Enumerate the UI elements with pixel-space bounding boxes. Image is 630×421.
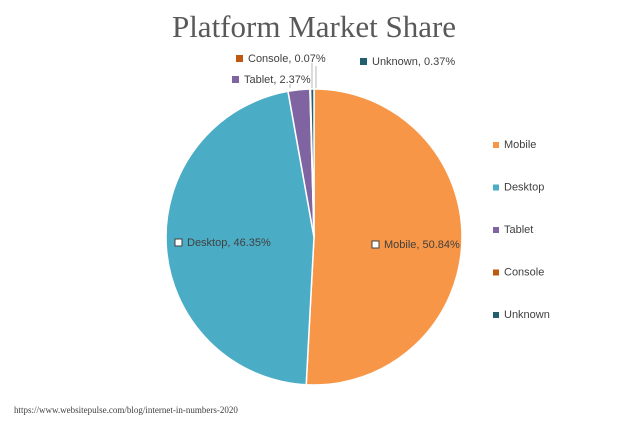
legend-marker xyxy=(493,227,499,233)
legend-label: Unknown xyxy=(504,309,550,321)
label-marker xyxy=(236,55,243,62)
label-marker xyxy=(360,58,367,65)
legend-marker xyxy=(493,269,499,276)
data-label: Desktop, 46.35% xyxy=(187,237,271,249)
legend-label: Mobile xyxy=(504,139,536,151)
data-label: Mobile, 50.84% xyxy=(384,239,460,251)
legend-marker xyxy=(493,312,499,318)
label-marker xyxy=(232,76,239,83)
data-label: Tablet, 2.37% xyxy=(244,74,311,86)
pie-slice xyxy=(165,90,315,386)
source-note: https://www.websitepulse.com/blog/intern… xyxy=(14,405,238,415)
pie-slice xyxy=(305,88,463,386)
legend-marker xyxy=(493,142,499,148)
legend-label: Desktop xyxy=(504,181,544,193)
legend-label: Tablet xyxy=(504,224,533,236)
data-label: Unknown, 0.37% xyxy=(372,56,455,68)
chart-title: Platform Market Share xyxy=(172,9,456,44)
legend-label: Console xyxy=(504,266,544,278)
data-label: Console, 0.07% xyxy=(248,53,326,65)
label-marker xyxy=(371,240,380,249)
legend-marker xyxy=(493,184,499,191)
label-marker xyxy=(174,238,183,247)
pie-slice xyxy=(309,88,315,238)
